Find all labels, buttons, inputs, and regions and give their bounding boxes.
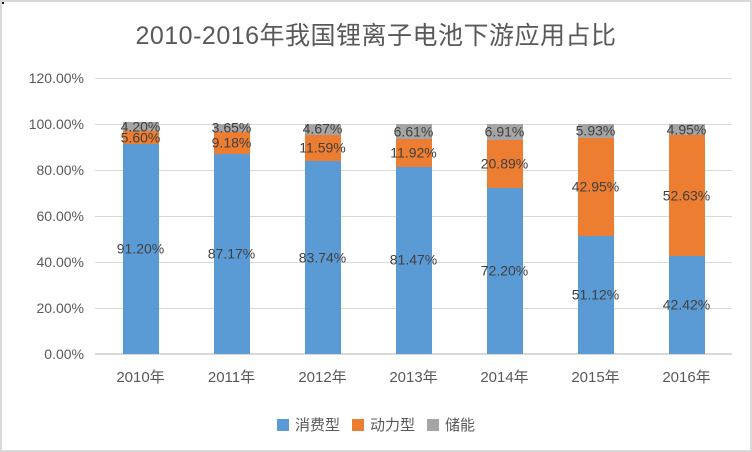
y-axis-tick-label: 80.00%: [36, 162, 84, 178]
x-axis-label: 2013年: [389, 369, 438, 386]
gridline: [95, 353, 732, 355]
data-label-storage-2016年: 4.95%: [666, 121, 707, 138]
bar-segment-consumer-2013年: [395, 166, 432, 354]
y-axis-tick-label: 120.00%: [28, 70, 84, 86]
legend-swatch-consumer: [276, 418, 289, 431]
data-label-consumer-2012年: 83.74%: [298, 249, 347, 266]
legend-label-consumer: 消费型: [294, 417, 340, 434]
y-axis-tick-label: 0.00%: [44, 346, 84, 362]
x-axis-label: 2011年: [207, 369, 256, 386]
bar-segment-consumer-2011年: [213, 153, 250, 354]
bar-segment-storage-2011年: [213, 124, 250, 133]
data-label-storage-2013年: 6.61%: [393, 123, 434, 140]
legend-item-consumer: 消费型: [276, 414, 340, 435]
bar-segment-power-2013年: [395, 139, 432, 167]
data-label-consumer-2014年: 72.20%: [480, 262, 529, 279]
y-axis-tick-label: 20.00%: [36, 300, 84, 316]
bar-segment-power-2014年: [486, 139, 523, 188]
data-label-power-2012年: 11.59%: [299, 139, 346, 156]
data-label-consumer-2015年: 51.12%: [571, 286, 620, 303]
legend: 消费型 动力型 储能: [2, 414, 750, 435]
data-label-consumer-2011年: 87.17%: [207, 245, 256, 262]
bar-segment-consumer-2010年: [122, 144, 159, 354]
gridline: [95, 78, 732, 79]
data-label-consumer-2013年: 81.47%: [389, 251, 438, 268]
chart-title: 2010-2016年我国锂离子电池下游应用占比: [135, 22, 617, 50]
data-label-power-2013年: 11.92%: [390, 144, 437, 161]
bar-segment-consumer-2015年: [577, 236, 614, 354]
x-axis-label: 2012年: [298, 369, 347, 386]
data-label-power-2016年: 52.63%: [662, 187, 711, 204]
data-label-storage-2014年: 6.91%: [484, 123, 525, 140]
x-axis-label: 2010年: [116, 369, 165, 386]
bar-segment-consumer-2014年: [486, 187, 523, 354]
y-axis-tick-label: 40.00%: [36, 254, 84, 270]
data-label-power-2015年: 42.95%: [571, 178, 620, 195]
data-label-storage-2015年: 5.93%: [575, 122, 616, 139]
data-label-consumer-2010年: 91.20%: [116, 240, 165, 257]
bar-segment-power-2015年: [577, 137, 614, 237]
bar-segment-power-2016年: [668, 135, 705, 257]
legend-item-storage: 储能: [427, 414, 475, 435]
bar-segment-storage-2014年: [486, 124, 523, 140]
legend-item-power: 动力型: [351, 414, 415, 435]
data-label-power-2011年: 9.18%: [211, 134, 252, 151]
x-axis-label: 2015年: [571, 369, 620, 386]
data-label-storage-2011年: 3.65%: [211, 119, 252, 136]
bar-segment-storage-2016年: [668, 124, 705, 136]
data-label-storage-2012年: 4.67%: [302, 120, 343, 137]
y-axis-tick-label: 60.00%: [36, 208, 84, 224]
y-axis-tick-label: 100.00%: [28, 116, 84, 132]
x-axis-label: 2014年: [480, 369, 529, 386]
x-axis-label: 2016年: [662, 369, 711, 386]
legend-label-storage: 储能: [445, 417, 476, 434]
bar-segment-storage-2010年: [122, 121, 159, 132]
data-label-power-2014年: 20.89%: [480, 155, 529, 172]
frame-corner-dot: [2, 2, 4, 4]
bar-segment-consumer-2016年: [668, 256, 705, 354]
legend-swatch-power: [351, 418, 364, 431]
bar-segment-power-2012年: [304, 134, 341, 162]
legend-label-power: 动力型: [369, 417, 415, 434]
bar-segment-consumer-2012年: [304, 161, 341, 354]
legend-swatch-storage: [427, 418, 439, 431]
bar-segment-storage-2013年: [395, 124, 432, 140]
bar-segment-power-2010年: [122, 131, 159, 145]
bar-segment-storage-2015年: [577, 124, 614, 138]
data-label-power-2010年: 5.60%: [120, 129, 161, 146]
bar-segment-storage-2012年: [304, 124, 341, 135]
bar-segment-power-2011年: [213, 132, 250, 154]
data-label-storage-2010年: 4.20%: [120, 118, 161, 135]
data-label-consumer-2016年: 42.42%: [662, 296, 711, 313]
